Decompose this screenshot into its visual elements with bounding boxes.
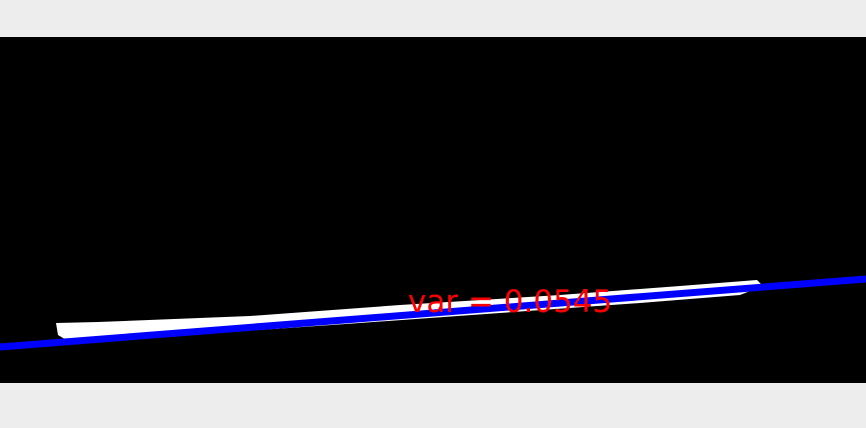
fit-line [0,275,866,351]
image-overlay: var = 0.0545 [0,275,866,351]
variance-label: var = 0.0545 [408,284,612,320]
segmentation-image: var = 0.0545 [0,37,866,383]
